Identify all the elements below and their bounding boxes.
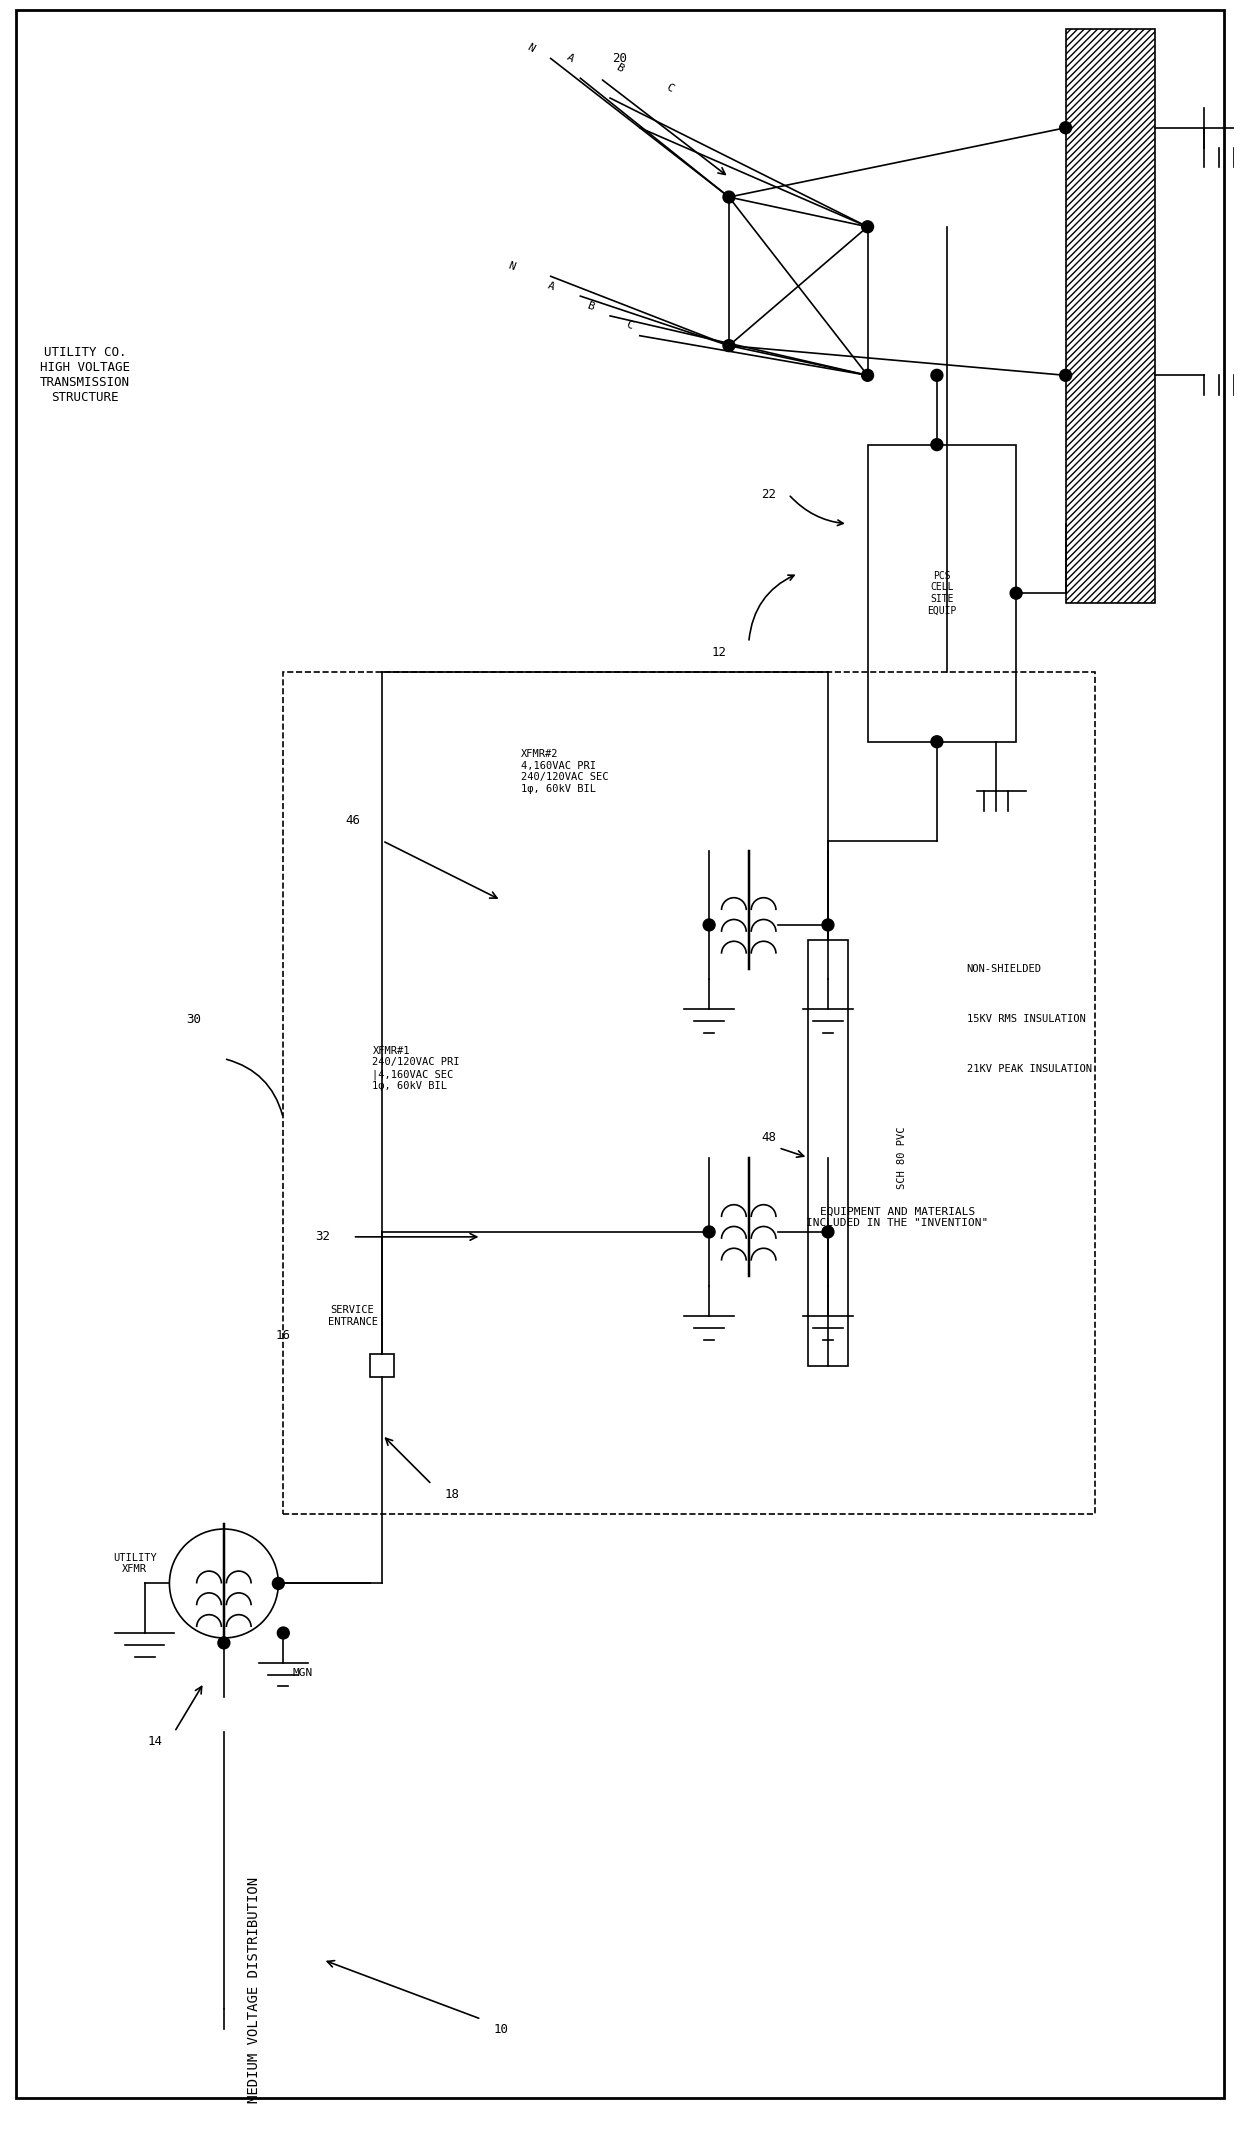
Text: SERVICE
ENTRANCE: SERVICE ENTRANCE bbox=[327, 1305, 378, 1326]
Bar bbox=[283, 673, 1095, 1514]
Circle shape bbox=[723, 341, 735, 351]
Text: N: N bbox=[506, 260, 516, 273]
Circle shape bbox=[1060, 121, 1071, 134]
Circle shape bbox=[862, 221, 873, 232]
Circle shape bbox=[931, 737, 942, 747]
Circle shape bbox=[1060, 368, 1071, 381]
Circle shape bbox=[822, 920, 835, 930]
Circle shape bbox=[931, 368, 942, 381]
Circle shape bbox=[822, 1226, 835, 1237]
Circle shape bbox=[273, 1578, 284, 1590]
Circle shape bbox=[703, 1226, 715, 1237]
Circle shape bbox=[703, 920, 715, 930]
Text: MGN: MGN bbox=[293, 1667, 314, 1678]
Text: NON-SHIELDED: NON-SHIELDED bbox=[967, 964, 1042, 975]
Text: UTILITY CO.
HIGH VOLTAGE
TRANSMISSION
STRUCTURE: UTILITY CO. HIGH VOLTAGE TRANSMISSION ST… bbox=[40, 347, 130, 405]
Circle shape bbox=[1011, 588, 1022, 598]
Text: 20: 20 bbox=[613, 51, 627, 64]
Text: 12: 12 bbox=[712, 645, 727, 660]
Text: 14: 14 bbox=[148, 1735, 162, 1748]
Bar bbox=[371, 1354, 394, 1377]
Text: XFMR#2
4,160VAC PRI
240/120VAC SEC
1φ, 60kV BIL: XFMR#2 4,160VAC PRI 240/120VAC SEC 1φ, 6… bbox=[521, 749, 609, 794]
Bar bbox=[868, 445, 1016, 741]
Text: C: C bbox=[625, 319, 635, 332]
Text: EQUIPMENT AND MATERIALS
INCLUDED IN THE "INVENTION": EQUIPMENT AND MATERIALS INCLUDED IN THE … bbox=[806, 1207, 988, 1228]
Bar bbox=[808, 939, 848, 1365]
Text: 10: 10 bbox=[494, 2023, 508, 2035]
Text: 15KV RMS INSULATION: 15KV RMS INSULATION bbox=[967, 1013, 1085, 1024]
Text: 32: 32 bbox=[315, 1231, 330, 1243]
Text: SCH 80 PVC: SCH 80 PVC bbox=[898, 1126, 908, 1188]
Text: XFMR#1
240/120VAC PRI
|4,160VAC SEC
1φ, 60kV BIL: XFMR#1 240/120VAC PRI |4,160VAC SEC 1φ, … bbox=[372, 1045, 460, 1092]
Circle shape bbox=[931, 439, 942, 451]
Circle shape bbox=[862, 368, 873, 381]
Text: A: A bbox=[546, 281, 556, 292]
Text: A: A bbox=[565, 53, 575, 64]
Text: 18: 18 bbox=[444, 1488, 459, 1501]
Text: 16: 16 bbox=[275, 1328, 291, 1343]
Text: 21KV PEAK INSULATION: 21KV PEAK INSULATION bbox=[967, 1064, 1091, 1073]
Text: MEDIUM VOLTAGE DISTRIBUTION: MEDIUM VOLTAGE DISTRIBUTION bbox=[247, 1876, 260, 2103]
Text: B: B bbox=[585, 300, 595, 311]
Text: N: N bbox=[526, 43, 536, 55]
Circle shape bbox=[723, 192, 735, 202]
Text: 48: 48 bbox=[761, 1130, 776, 1145]
Text: C: C bbox=[665, 83, 675, 94]
Circle shape bbox=[278, 1627, 289, 1639]
Text: PCS
CELL
SITE
EQUIP: PCS CELL SITE EQUIP bbox=[928, 571, 956, 615]
Text: 22: 22 bbox=[761, 488, 776, 500]
Text: B: B bbox=[615, 62, 625, 75]
Text: 30: 30 bbox=[187, 1013, 202, 1026]
Text: UTILITY
XFMR: UTILITY XFMR bbox=[113, 1552, 156, 1575]
Bar bbox=[1065, 28, 1154, 603]
Text: 46: 46 bbox=[345, 815, 360, 828]
Circle shape bbox=[218, 1637, 229, 1648]
